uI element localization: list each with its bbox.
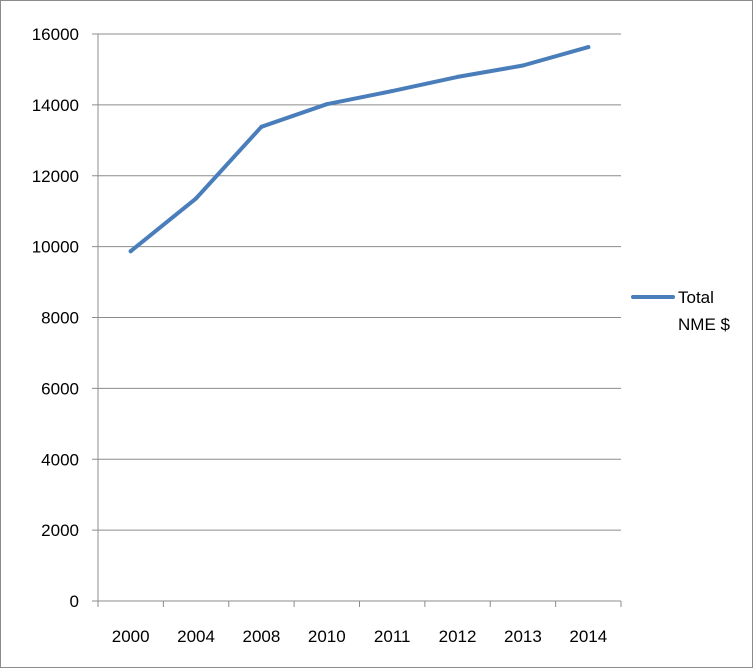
x-tick-label: 2008	[243, 627, 281, 646]
data-point	[520, 63, 525, 68]
axes	[92, 33, 622, 607]
data-point	[455, 74, 460, 79]
x-tick-label: 2000	[112, 627, 150, 646]
x-tick-label: 2004	[177, 627, 215, 646]
y-tick-label: 12000	[32, 167, 79, 186]
legend-label-line-2: NME $	[678, 315, 731, 334]
x-axis-tick-labels: 2000 2004 2008 2010 2011 2012 2013 2014	[112, 627, 607, 646]
data-point	[259, 124, 264, 129]
y-tick-label: 6000	[41, 379, 79, 398]
data-point	[128, 249, 133, 254]
data-point	[194, 196, 199, 201]
y-tick-label: 8000	[41, 309, 79, 328]
series-group	[128, 45, 591, 254]
series-line-total-nme	[128, 45, 591, 254]
y-tick-label: 2000	[41, 521, 79, 540]
y-axis-tick-labels: 0 2000 4000 6000 8000 10000 12000 14000 16000	[32, 25, 79, 611]
x-tick-label: 2011	[374, 627, 411, 646]
legend-label-line-1: Total	[678, 288, 714, 307]
x-tick-label: 2012	[439, 627, 477, 646]
x-tick-label: 2010	[308, 627, 346, 646]
data-point	[390, 89, 395, 94]
legend: Total NME $	[631, 288, 731, 334]
x-tick-label: 2013	[504, 627, 542, 646]
gridlines	[98, 33, 621, 531]
y-tick-label: 14000	[32, 96, 79, 115]
data-point	[586, 45, 591, 50]
x-tick-label: 2014	[569, 627, 607, 646]
y-tick-label: 4000	[41, 450, 79, 469]
data-point	[324, 102, 329, 107]
y-tick-label: 0	[70, 592, 79, 611]
y-tick-label: 16000	[32, 25, 79, 44]
y-tick-label: 10000	[32, 238, 79, 257]
